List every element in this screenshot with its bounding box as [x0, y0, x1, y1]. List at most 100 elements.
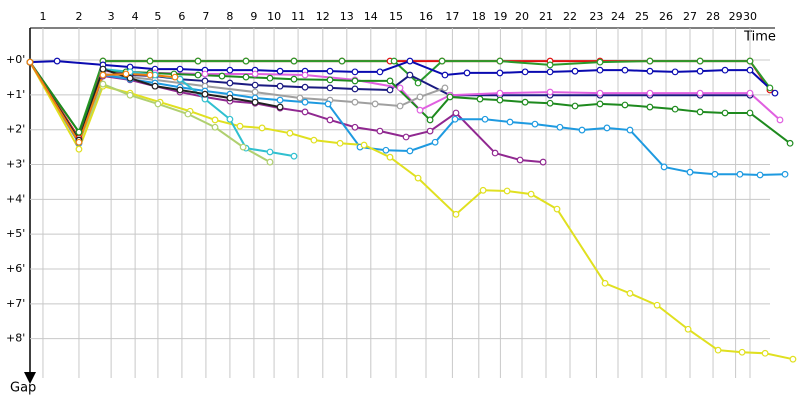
x-tick-label: 12: [316, 10, 330, 23]
point: [301, 98, 309, 106]
point: [746, 89, 754, 97]
point: [711, 170, 719, 178]
y-tick-label: +5': [6, 227, 25, 240]
x-tick-label: 21: [539, 10, 553, 23]
point: [603, 124, 611, 132]
point: [771, 89, 779, 97]
point: [521, 98, 529, 106]
x-tick-label: 25: [635, 10, 649, 23]
point: [786, 139, 794, 147]
point: [276, 96, 284, 104]
point: [446, 93, 454, 101]
point: [75, 145, 83, 153]
point: [266, 74, 274, 82]
point: [211, 123, 219, 131]
point: [326, 76, 334, 84]
point: [301, 71, 309, 79]
point: [571, 67, 579, 75]
point: [258, 124, 266, 132]
point: [151, 82, 159, 90]
point: [276, 67, 284, 75]
x-tick-label: 7: [202, 10, 209, 23]
point: [226, 115, 234, 123]
point: [626, 126, 634, 134]
point: [171, 73, 179, 81]
point: [218, 72, 226, 80]
point: [242, 73, 250, 81]
x-tick-label: 19: [493, 10, 507, 23]
series-line: [29, 61, 786, 176]
point: [406, 147, 414, 155]
point: [476, 95, 484, 103]
point: [296, 94, 304, 102]
point: [431, 138, 439, 146]
point: [126, 91, 134, 99]
point: [99, 71, 107, 79]
x-tick-label: 29: [729, 10, 743, 23]
point: [761, 349, 769, 357]
point: [496, 57, 504, 65]
point: [553, 205, 561, 213]
point: [596, 58, 604, 66]
point: [266, 158, 274, 166]
point: [416, 93, 424, 101]
point: [154, 100, 162, 108]
point: [338, 57, 346, 65]
point: [546, 61, 554, 69]
point: [251, 98, 259, 106]
point: [226, 66, 234, 74]
point: [194, 57, 202, 65]
x-tick-label: 3: [108, 10, 115, 23]
point: [671, 68, 679, 76]
point: [396, 84, 404, 92]
point: [226, 94, 234, 102]
point: [326, 84, 334, 92]
point: [451, 115, 459, 123]
x-tick-label: 2: [75, 10, 82, 23]
point: [176, 65, 184, 73]
x-tick-label: 9: [250, 10, 257, 23]
point: [286, 129, 294, 137]
point: [194, 71, 202, 79]
point: [414, 79, 422, 87]
point: [646, 103, 654, 111]
point: [789, 355, 797, 363]
point: [386, 153, 394, 161]
x-tick-label: 24: [611, 10, 625, 23]
point: [99, 65, 107, 73]
point: [441, 71, 449, 79]
point: [491, 149, 499, 157]
x-tick-label: 23: [589, 10, 603, 23]
point: [351, 85, 359, 93]
point: [596, 89, 604, 97]
point: [386, 77, 394, 85]
point: [621, 101, 629, 109]
point: [122, 70, 130, 78]
point: [531, 120, 539, 128]
point: [496, 89, 504, 97]
point: [721, 66, 729, 74]
point: [351, 123, 359, 131]
point: [211, 116, 219, 124]
x-tick-label: 4: [132, 10, 139, 23]
point: [496, 69, 504, 77]
point: [601, 279, 609, 287]
point: [276, 103, 284, 111]
x-tick-label: 13: [340, 10, 354, 23]
point: [596, 66, 604, 74]
point: [653, 301, 661, 309]
point: [416, 106, 424, 114]
point: [371, 100, 379, 108]
series-line: [29, 61, 544, 164]
point: [696, 57, 704, 65]
point: [596, 100, 604, 108]
point: [646, 67, 654, 75]
point: [479, 186, 487, 194]
point: [402, 133, 410, 141]
point: [251, 81, 259, 89]
point: [426, 116, 434, 124]
point: [226, 79, 234, 87]
y-tick-label: +0': [6, 53, 25, 66]
point: [646, 57, 654, 65]
